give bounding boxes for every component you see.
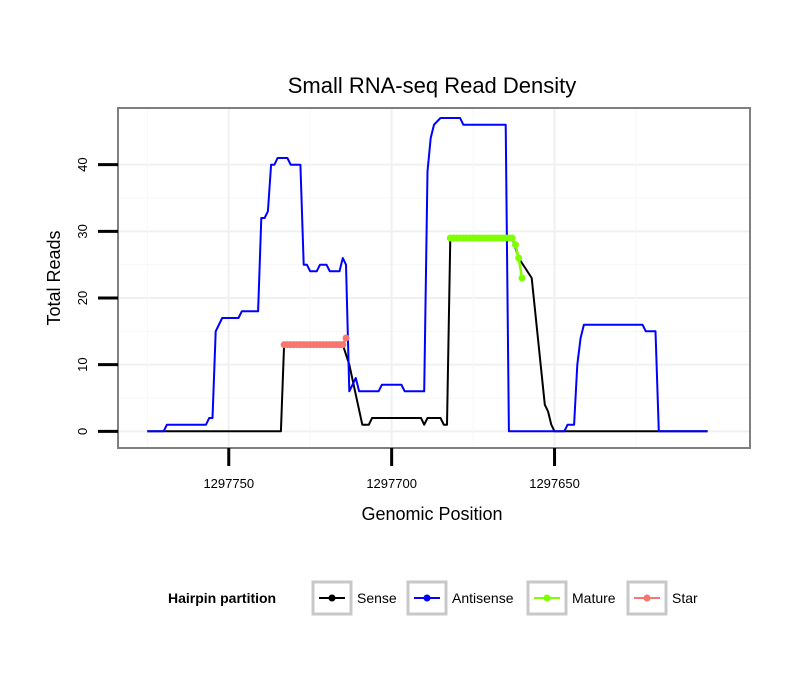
x-tick-label: 1297700 xyxy=(366,476,417,491)
x-axis-label: Genomic Position xyxy=(361,504,502,524)
chart-title: Small RNA-seq Read Density xyxy=(288,73,577,98)
data-point xyxy=(515,254,523,262)
legend-items: Sense Antisense Mature Star xyxy=(311,580,698,616)
y-tick-label: 20 xyxy=(75,291,90,305)
plot-panel xyxy=(117,107,751,449)
series-line-antisense xyxy=(147,117,708,433)
y-axis: 0 10 20 30 40 xyxy=(75,157,118,435)
y-tick-label: 0 xyxy=(75,428,90,435)
y-axis-label: Total Reads xyxy=(44,230,64,325)
series-antisense xyxy=(147,117,708,433)
x-tick-label: 1297650 xyxy=(529,476,580,491)
x-axis: 1297750 1297700 1297650 xyxy=(203,448,580,491)
y-tick-label: 10 xyxy=(75,357,90,371)
legend-label: Star xyxy=(672,590,698,606)
legend-key-marker xyxy=(643,594,651,602)
panel-border xyxy=(117,107,751,449)
data-point xyxy=(518,274,526,282)
legend-key-marker xyxy=(543,594,551,602)
grid xyxy=(118,108,750,448)
legend-title: Hairpin partition xyxy=(168,590,276,606)
series-mature xyxy=(446,234,526,282)
legend-label: Mature xyxy=(572,590,616,606)
y-tick-label: 30 xyxy=(75,224,90,238)
x-tick-label: 1297750 xyxy=(203,476,254,491)
data-point xyxy=(508,234,516,242)
legend-item-star: Star xyxy=(626,580,698,616)
series-star xyxy=(280,334,350,349)
data-point xyxy=(342,334,350,342)
legend-item-sense: Sense xyxy=(311,580,397,616)
series-sense xyxy=(147,237,708,433)
series-line-sense xyxy=(147,237,708,433)
legend-label: Sense xyxy=(357,590,397,606)
data-point xyxy=(339,341,347,349)
legend-item-antisense: Antisense xyxy=(406,580,514,616)
legend-item-mature: Mature xyxy=(526,580,616,616)
legend-key-marker xyxy=(423,594,431,602)
legend-key-marker xyxy=(328,594,336,602)
legend-label: Antisense xyxy=(452,590,514,606)
data-point xyxy=(511,241,519,249)
y-tick-label: 40 xyxy=(75,157,90,171)
series-layer xyxy=(147,117,708,433)
legend: Hairpin partition Sense Antisense Mature St… xyxy=(168,580,698,616)
